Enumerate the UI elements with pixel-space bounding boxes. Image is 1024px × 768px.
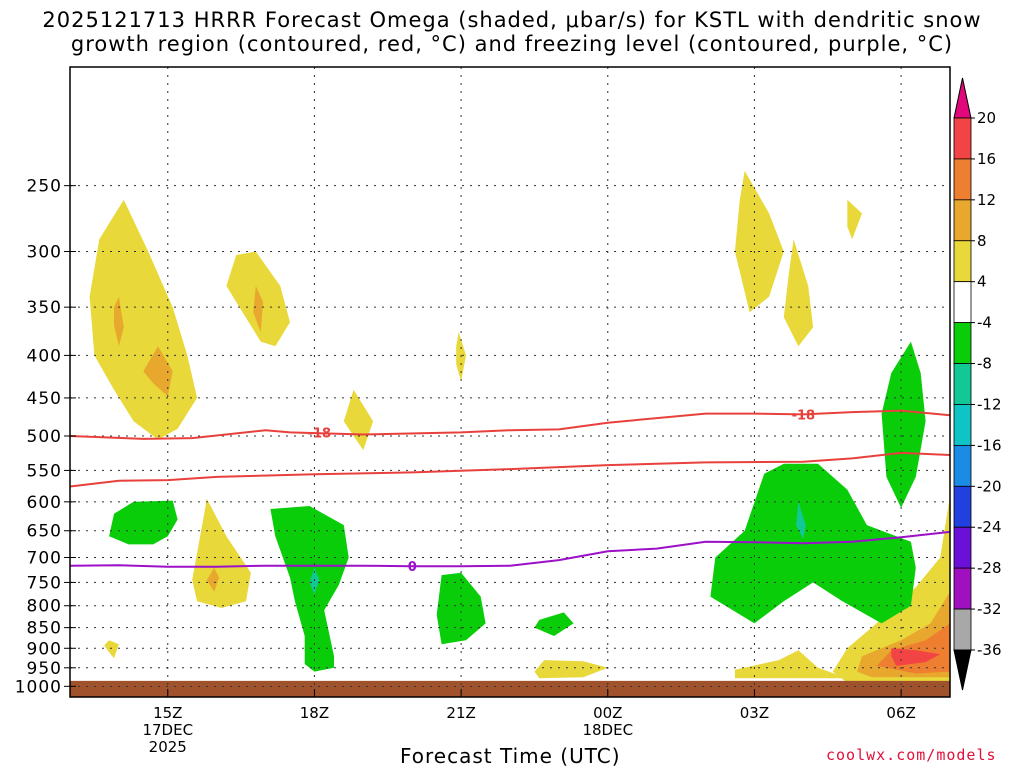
colorbar-label-11: -28 [977, 559, 1002, 577]
y-tick-label-600: 600 [27, 493, 62, 513]
x-tick-label-4-0: 03Z [740, 704, 769, 722]
colorbar-label-10: -24 [977, 518, 1002, 536]
omega-region-0 [89, 199, 198, 440]
ground-fill [70, 680, 950, 697]
colorbar-bin-2 [953, 199, 972, 242]
omega-region-5 [343, 389, 374, 451]
colorbar-bin-3 [953, 240, 972, 283]
colorbar-bin-10 [953, 526, 972, 569]
colorbar-label-0: 20 [977, 109, 996, 127]
omega-region-9 [104, 640, 119, 659]
y-tick-label-250: 250 [27, 177, 62, 197]
omega-region-2 [143, 346, 173, 397]
omega-region-4 [253, 285, 264, 333]
colorbar-bin-0 [953, 117, 972, 160]
y-tick-label-700: 700 [27, 549, 62, 569]
colorbar-label-7: -12 [977, 395, 1002, 413]
colorbar-label-5: -4 [977, 314, 992, 332]
colorbar-label-9: -20 [977, 477, 1002, 495]
freezing-level-0C [69, 530, 951, 568]
x-tick-label-3-1: 18DEC [582, 721, 633, 739]
y-tick-label-900: 900 [27, 639, 62, 659]
omega-region-23 [534, 612, 574, 636]
plot-frame [69, 66, 951, 698]
y-tick-label-500: 500 [27, 427, 62, 447]
y-axis: 2503003504004505005506006507007508008509… [15, 177, 76, 697]
colorbar-label-2: 12 [977, 191, 996, 209]
colorbar-label-4: 4 [977, 273, 987, 291]
x-tick-label-0-2: 2025 [149, 738, 187, 756]
x-tick-label-2-0: 21Z [446, 704, 475, 722]
omega-region-10 [734, 170, 784, 313]
omega-region-8 [206, 567, 220, 592]
y-tick-label-850: 850 [27, 619, 62, 639]
omega-region-19 [109, 500, 178, 545]
colorbar-bottom-arrow [953, 649, 972, 691]
y-tick-label-300: 300 [27, 242, 62, 262]
contour-label-1: -18 [792, 408, 816, 423]
x-tick-label-0-1: 17DEC [142, 721, 193, 739]
colorbar-label-3: 8 [977, 232, 987, 250]
x-tick-label-3-0: 00Z [593, 704, 622, 722]
x-axis-label: Forecast Time (UTC) [400, 744, 621, 768]
omega-region-26 [881, 341, 926, 508]
grid-lines [70, 67, 950, 697]
contour-label-0: -18 [308, 426, 332, 441]
y-tick-label-650: 650 [27, 522, 62, 542]
omega-region-7 [192, 498, 251, 608]
colorbar-label-8: -16 [977, 436, 1002, 454]
x-tick-label-0-0: 15Z [153, 704, 182, 722]
omega-region-20 [270, 506, 349, 672]
colorbar-bin-11 [953, 567, 972, 610]
colorbar-bin-4 [953, 281, 972, 324]
y-tick-label-800: 800 [27, 597, 62, 617]
colorbar-bin-8 [953, 444, 972, 487]
colorbar-bin-12 [953, 608, 972, 651]
y-tick-label-950: 950 [27, 659, 62, 679]
colorbar-bin-1 [953, 158, 972, 201]
omega-region-13 [534, 660, 608, 679]
y-tick-label-750: 750 [27, 573, 62, 593]
y-tick-label-350: 350 [27, 298, 62, 318]
y-tick-label-550: 550 [27, 461, 62, 481]
colorbar: 20 16 12 8 4 -4 -8 -12 -16 -20 -24 -28 -32 -36 [953, 77, 1002, 691]
chart-title-line-1: 2025121713 HRRR Forecast Omega (shaded, … [42, 8, 982, 32]
dgz-top-18C [69, 409, 951, 440]
colorbar-label-13: -36 [977, 641, 1002, 659]
contour-labels: -18 -18 0 [308, 408, 815, 575]
colorbar-label-1: 16 [977, 150, 996, 168]
chart-title-line-2: growth region (contoured, red, °C) and f… [70, 32, 954, 56]
ground-layer [70, 680, 950, 697]
colorbar-label-6: -8 [977, 355, 992, 373]
colorbar-top-arrow [953, 77, 972, 119]
contour-lines [69, 409, 951, 568]
omega-region-25 [796, 501, 806, 539]
dgz-bottom-12C [69, 451, 951, 488]
y-tick-label-400: 400 [27, 346, 62, 366]
colorbar-bin-9 [953, 485, 972, 528]
x-tick-label-5-0: 06Z [886, 704, 915, 722]
omega-region-22 [436, 572, 486, 645]
x-tick-label-1-0: 18Z [300, 704, 329, 722]
omega-region-1 [114, 296, 124, 347]
omega-region-18 [891, 648, 941, 666]
colorbar-bin-7 [953, 404, 972, 446]
omega-region-11 [847, 199, 862, 240]
colorbar-bin-6 [953, 363, 972, 405]
y-tick-label-1000: 1000 [15, 677, 62, 697]
colorbar-label-12: -32 [977, 600, 1002, 618]
omega-region-14 [734, 650, 848, 679]
omega-region-12 [783, 239, 814, 347]
y-tick-label-450: 450 [27, 389, 62, 409]
contour-label-2: 0 [408, 560, 417, 575]
credit-text: coolwx.com/models [826, 746, 997, 764]
colorbar-bin-5 [953, 322, 972, 364]
